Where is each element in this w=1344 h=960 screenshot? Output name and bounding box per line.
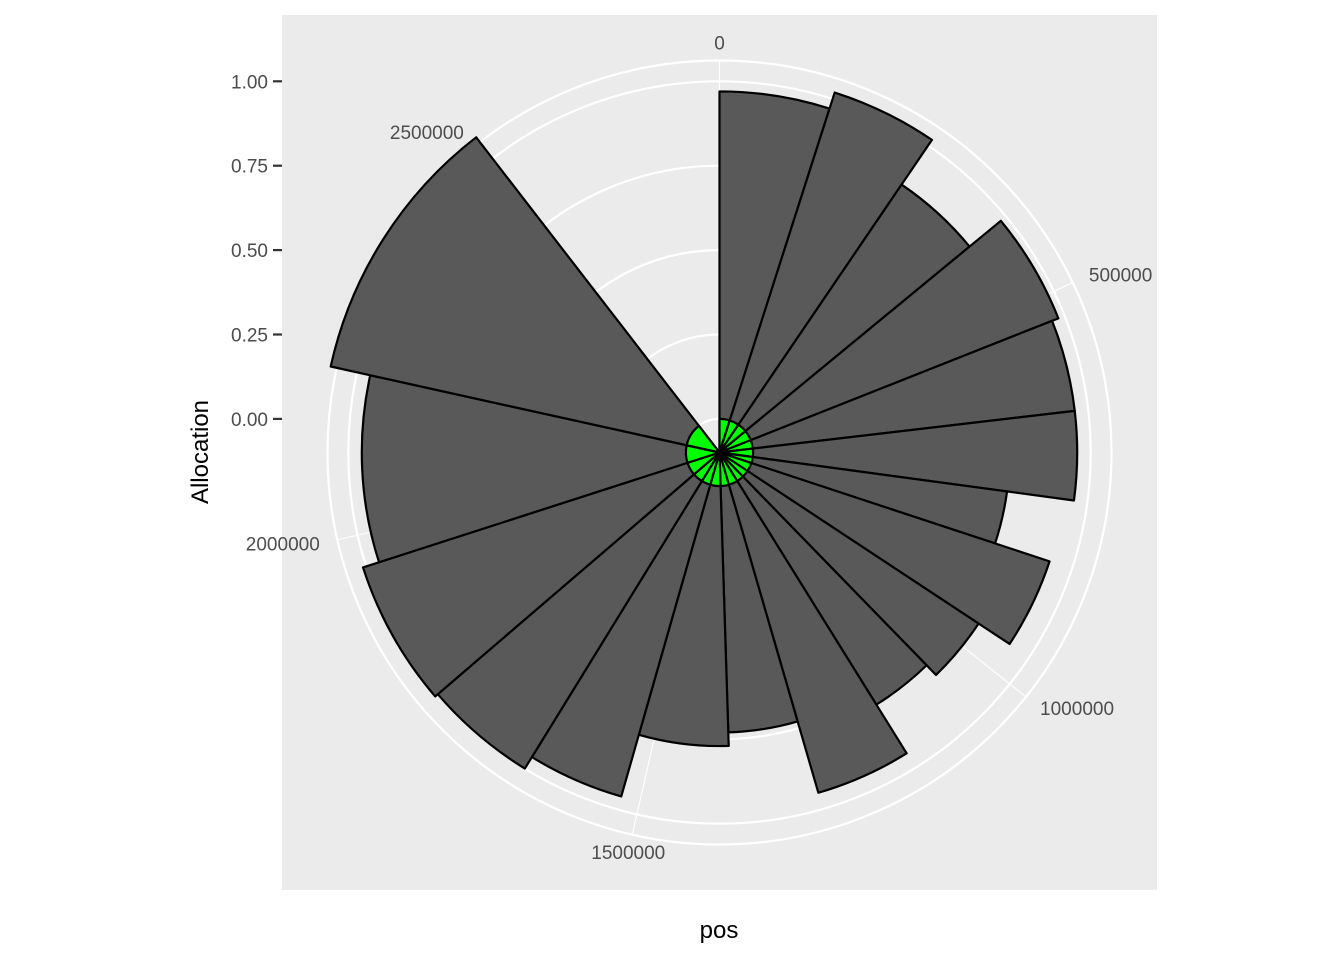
bar <box>718 451 908 794</box>
x-tick-label: 0 <box>714 34 725 55</box>
y-axis-title: Allocation <box>187 400 214 504</box>
x-tick-label: 2500000 <box>390 123 464 144</box>
y-tick-label: 1.00 <box>231 72 268 93</box>
x-tick-label: 500000 <box>1089 266 1152 287</box>
y-tick-label: 0.00 <box>231 410 268 431</box>
y-axis: 0.00 0.25 0.50 0.75 1.00 <box>231 72 282 431</box>
y-tick-label: 0.25 <box>231 326 268 347</box>
x-tick-label: 2000000 <box>246 535 320 556</box>
inner-segment <box>685 424 721 454</box>
bar <box>361 451 721 698</box>
x-tick-labels: 0 500000 1000000 1500000 2000000 2500000 <box>246 34 1152 865</box>
inner-segments <box>684 417 755 488</box>
bars <box>329 90 1079 798</box>
y-tick-label: 0.50 <box>231 241 268 262</box>
x-tick-label: 1000000 <box>1040 699 1114 720</box>
bar <box>329 136 721 454</box>
y-tick-label: 0.75 <box>231 157 268 178</box>
x-axis-title: pos <box>700 917 739 944</box>
x-tick-label: 1500000 <box>591 843 665 864</box>
bar <box>718 219 1060 454</box>
